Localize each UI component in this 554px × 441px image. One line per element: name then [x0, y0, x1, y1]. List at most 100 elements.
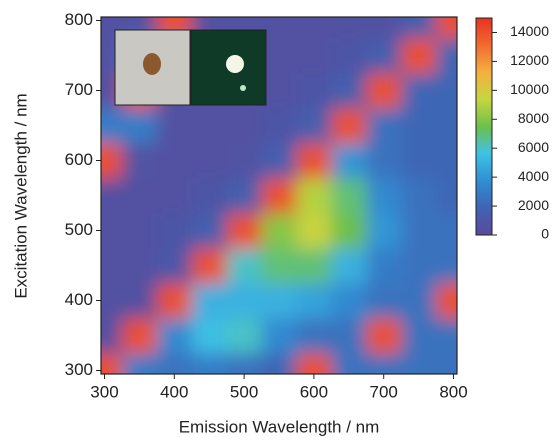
heatmap-cell: [401, 353, 437, 374]
x-tick-label: 500: [230, 382, 258, 401]
heatmap-cell: [366, 108, 402, 144]
x-tick-label: 800: [439, 382, 467, 401]
x-tick-label: 600: [300, 382, 328, 401]
heatmap-cell: [296, 38, 332, 74]
y-axis-label: Excitation Wavelength / nm: [11, 93, 30, 298]
heatmap-cell: [401, 17, 437, 39]
x-tick-label: 400: [160, 382, 188, 401]
colorbar-tick-label: 12000: [510, 52, 549, 68]
heatmap-cell: [191, 248, 228, 284]
heatmap-cell: [121, 248, 158, 284]
heatmap-cell: [296, 17, 332, 39]
heatmap-cell: [331, 248, 367, 284]
heatmap-cell: [366, 143, 402, 179]
heatmap-cell: [401, 318, 437, 354]
heatmap-cell: [331, 73, 367, 109]
plot-area: [101, 17, 457, 374]
heatmap-cell: [261, 38, 297, 74]
heatmap-cell: [156, 143, 193, 179]
heatmap-cell: [296, 283, 332, 319]
sample-glow: [226, 55, 244, 73]
x-axis-label: Emission Wavelength / nm: [179, 417, 380, 436]
heatmap-cell: [156, 353, 193, 374]
heatmap-cell: [101, 38, 123, 74]
heatmap-cell: [436, 318, 457, 354]
heatmap-cell: [261, 178, 297, 214]
heatmap-cell: [261, 353, 297, 374]
colorbar-tick-label: 4000: [518, 168, 549, 184]
heatmap-cell: [261, 283, 297, 319]
heatmap-cell: [401, 178, 437, 214]
heatmap-cell: [226, 108, 263, 144]
x-tick-label: 700: [370, 382, 398, 401]
heatmap-cell: [331, 213, 367, 249]
heatmap-cell: [331, 318, 367, 354]
y-tick-label: 500: [65, 220, 93, 239]
heatmap-cell: [261, 213, 297, 249]
heatmap-cell: [121, 143, 158, 179]
colorbar-tick-label: 8000: [518, 110, 549, 126]
plot-frame: [100, 16, 458, 375]
y-tick-label: 700: [65, 80, 93, 99]
heatmap-cell: [101, 248, 123, 284]
heatmap-cell: [296, 178, 332, 214]
heatmap-cell: [296, 318, 332, 354]
heatmap-cell: [331, 143, 367, 179]
heatmap-cell: [366, 38, 402, 74]
heatmap-cell: [436, 248, 457, 284]
heatmap: [101, 17, 457, 374]
heatmap-cell: [296, 248, 332, 284]
heatmap-cell: [261, 73, 297, 109]
heatmap-cell: [101, 318, 123, 354]
heatmap-cell: [401, 38, 437, 74]
heatmap-cell: [436, 73, 457, 109]
heatmap-cell: [436, 38, 457, 74]
heatmap-cell: [121, 353, 158, 374]
heatmap-cell: [191, 178, 228, 214]
heatmap-cell: [156, 248, 193, 284]
heatmap-cell: [101, 353, 123, 374]
heatmap-cell: [156, 283, 193, 319]
heatmap-cell: [226, 178, 263, 214]
heatmap-cell: [191, 283, 228, 319]
heatmap-cell: [436, 178, 457, 214]
heatmap-cell: [331, 38, 367, 74]
heatmap-cell: [121, 213, 158, 249]
heatmap-cell: [401, 108, 437, 144]
heatmap-cell: [191, 353, 228, 374]
y-tick-label: 400: [65, 290, 93, 309]
y-tick-label: 600: [65, 150, 93, 169]
heatmap-cell: [296, 143, 332, 179]
heatmap-cell: [226, 143, 263, 179]
heatmap-cell: [331, 353, 367, 374]
heatmap-cell: [401, 143, 437, 179]
heatmap-cell: [121, 178, 158, 214]
heatmap-cell: [226, 283, 263, 319]
heatmap-cell: [296, 108, 332, 144]
heatmap-cell: [156, 108, 193, 144]
heatmap-cell: [261, 143, 297, 179]
heatmap-cell: [226, 213, 263, 249]
heatmap-cell: [191, 108, 228, 144]
heatmap-cell: [191, 143, 228, 179]
heatmap-cell: [101, 283, 123, 319]
colorbar: 0 2000 4000 6000 8000 10000 12000 14000: [475, 17, 549, 242]
heatmap-cell: [121, 283, 158, 319]
colorbar-tick-label: 2000: [518, 197, 549, 213]
heatmap-cell: [436, 283, 457, 319]
x-tick-label: 300: [90, 382, 118, 401]
heatmap-cell: [436, 213, 457, 249]
heatmap-cell: [101, 178, 123, 214]
colorbar-tick-label: 6000: [518, 139, 549, 155]
heatmap-cell: [366, 283, 402, 319]
heatmap-cell: [401, 283, 437, 319]
heatmap-cell: [156, 318, 193, 354]
colorbar-tick-label: 14000: [510, 23, 549, 39]
y-tick-label: 800: [65, 10, 93, 29]
sample: [143, 53, 161, 75]
heatmap-cell: [296, 353, 332, 374]
colorbar-bar: [475, 17, 493, 236]
heatmap-cell: [331, 108, 367, 144]
heatmap-cell: [261, 248, 297, 284]
